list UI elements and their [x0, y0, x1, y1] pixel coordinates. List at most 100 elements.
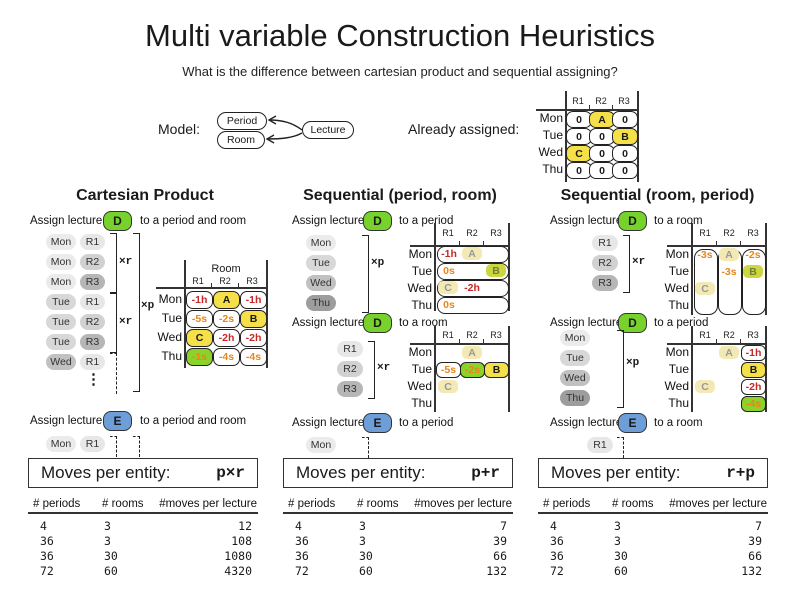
table-cell: 108 — [231, 534, 252, 548]
assign-text: to a period — [399, 417, 454, 429]
moves-formula: r+p — [726, 464, 755, 482]
assigned-cell: C — [186, 329, 213, 347]
grid-row-header: Tue — [411, 264, 432, 278]
table-rule — [283, 512, 513, 514]
table-cell: 7 — [755, 519, 762, 533]
moves-label: Moves per entity: — [41, 463, 171, 482]
table-cell: 3 — [614, 534, 621, 548]
table-cell: 3 — [359, 519, 366, 533]
already-cell: A — [589, 111, 615, 128]
grid-row-header: Tue — [411, 362, 432, 376]
table-cell: 36 — [295, 534, 309, 548]
page-subtitle: What is the difference between cartesian… — [182, 64, 618, 79]
grid-col-header: R2 — [723, 228, 735, 238]
lecture-e-badge: E — [618, 413, 647, 433]
grid-col-header: R2 — [466, 330, 478, 340]
already-cell: 0 — [612, 111, 638, 128]
lecture-d-badge: D — [363, 313, 392, 333]
table-cell: 66 — [748, 549, 762, 563]
grid-row-header: Mon — [408, 247, 432, 261]
grid-row-header: Tue — [668, 264, 689, 278]
table-cell: 4 — [295, 519, 302, 533]
grid-col-header: R1 — [192, 276, 204, 286]
table-header: # rooms — [612, 498, 654, 510]
model-lecture-node: Lecture — [302, 121, 354, 139]
grid-row-header: Wed — [157, 330, 182, 344]
already-row-header: Thu — [542, 162, 563, 176]
score-value: -2s — [745, 248, 761, 261]
score-cell: -4s — [240, 348, 267, 366]
table-rule — [28, 512, 258, 514]
assign-text: Assign lecture — [550, 215, 623, 227]
ghost-assignment: A — [462, 346, 482, 359]
grid-row-header: Tue — [161, 311, 182, 325]
grid-col-header: R1 — [442, 228, 454, 238]
wed-group-bracket-dashed — [110, 353, 117, 394]
table-cell: 30 — [104, 549, 118, 563]
lecture-e-badge: E — [363, 413, 392, 433]
seq-rp-heading: Sequential (room, period) — [560, 187, 755, 204]
table-cell: 1080 — [224, 549, 252, 563]
table-cell: 4320 — [224, 564, 252, 578]
table-header: # rooms — [102, 498, 144, 510]
selected-room-colbox — [742, 249, 766, 315]
grid-col-header: R1 — [699, 330, 711, 340]
room-pill: R3 — [592, 275, 618, 291]
assigned-cell: B — [484, 362, 509, 378]
seq-pr-heading: Sequential (period, room) — [303, 187, 497, 204]
grid-line — [691, 223, 693, 315]
assign-text: to a period and room — [140, 415, 247, 427]
table-header: #moves per lecture — [669, 498, 767, 510]
model-period-node: Period — [217, 112, 267, 130]
grid-row-header: Tue — [668, 362, 689, 376]
table-cell: 3 — [104, 519, 111, 533]
table-cell: 30 — [359, 549, 373, 563]
period-pill: Mon — [306, 437, 336, 453]
table-cell: 12 — [238, 519, 252, 533]
period-pill: Thu — [560, 390, 590, 406]
assign-text: Assign lecture — [292, 417, 365, 429]
room-pill: R1 — [592, 235, 618, 251]
table-cell: 72 — [550, 564, 564, 578]
grid-row-header: Thu — [411, 298, 432, 312]
table-cell: 7 — [500, 519, 507, 533]
ghost-assignment: C — [695, 282, 715, 295]
moves-label: Moves per entity: — [551, 463, 681, 482]
assigned-cell: B — [240, 310, 267, 328]
already-cell: C — [566, 145, 592, 162]
grid-col-header: R2 — [466, 228, 478, 238]
table-cell: 39 — [493, 534, 507, 548]
grid-title-room: Room — [211, 263, 241, 275]
grid-row-header: Mon — [665, 345, 689, 359]
grid-col-header: R3 — [246, 276, 258, 286]
period-pill: Mon — [46, 274, 76, 290]
assign-text: to a period — [399, 215, 454, 227]
assign-text: Assign lecture — [292, 317, 365, 329]
grid-line — [691, 326, 693, 412]
table-cell: 60 — [614, 564, 628, 578]
table-header: # periods — [543, 498, 591, 510]
score-cell: -2h — [213, 329, 240, 347]
table-cell: 3 — [614, 519, 621, 533]
grid-col-header: R3 — [490, 228, 502, 238]
table-cell: 72 — [295, 564, 309, 578]
times-rooms-label: ×r — [632, 256, 646, 268]
grid-col-header: R1 — [699, 228, 711, 238]
grid-row-header: Wed — [664, 281, 689, 295]
times-rooms-label: ×r — [119, 256, 133, 268]
bracket-start-dashed — [110, 436, 117, 457]
period-pill: Mon — [46, 436, 76, 452]
room-pill: R2 — [592, 255, 618, 271]
table-cell: 132 — [486, 564, 507, 578]
model-room-node: Room — [217, 131, 265, 149]
ghost-assignment: B — [486, 264, 506, 277]
period-move-rowbox — [437, 297, 509, 314]
tue-group-bracket — [110, 293, 117, 353]
grid-row-header: Wed — [407, 379, 432, 393]
room-pill: R2 — [337, 361, 363, 377]
already-assigned-label: Already assigned: — [408, 121, 520, 137]
rooms-bracket — [623, 235, 630, 293]
assign-text: Assign lecture — [550, 417, 623, 429]
already-row-header: Mon — [539, 111, 563, 125]
table-cell: 36 — [295, 549, 309, 563]
